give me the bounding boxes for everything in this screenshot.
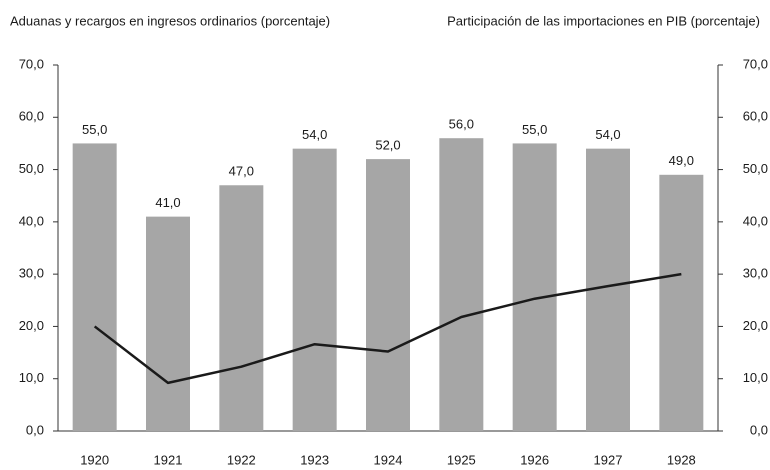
y-tick-label: 70,0 [19,56,44,71]
value-label: 56,0 [449,117,474,132]
value-label: 54,0 [302,127,327,142]
x-tick-label: 1920 [80,452,109,467]
value-label: 55,0 [522,122,547,137]
x-tick-label: 1923 [300,452,329,467]
y-tick-label: 50,0 [19,161,44,176]
line [93,272,682,385]
x-tick-label: 1925 [447,452,476,467]
bar [146,216,190,431]
bar [659,174,704,432]
bar [366,159,410,431]
value-label: 49,0 [669,153,694,168]
y-tick-label: 40,0 [19,213,44,228]
value-label: 52,0 [375,138,400,153]
y-tick-label: 0,0 [26,422,44,437]
bar [292,148,337,431]
value-label: 55,0 [82,122,107,137]
bar [219,185,264,431]
x-tick-label: 1928 [667,452,696,467]
y2-tick-label: 10,0 [743,370,768,385]
x-tick-label: 1926 [520,452,549,467]
bar [439,138,484,431]
value-label: 41,0 [155,195,180,210]
bar [512,143,557,431]
x-tick-label: 1921 [154,452,183,467]
y2-tick-label: 40,0 [743,213,768,228]
value-label: 54,0 [595,127,620,142]
x-tick-label: 1927 [594,452,623,467]
x-tick-label: 1922 [227,452,256,467]
y2-tick-label: 20,0 [743,318,768,333]
y-tick-label: 60,0 [19,109,44,124]
y2-tick-label: 50,0 [743,161,768,176]
x-tick-label: 1924 [374,452,403,467]
y-tick-label: 20,0 [19,318,44,333]
y2-tick-label: 30,0 [743,266,768,281]
y2-tick-label: 0,0 [750,422,768,437]
y2-tick-label: 60,0 [743,109,768,124]
y-axis-title: Aduanas y recargos en ingresos ordinario… [10,13,330,28]
y-tick-label: 30,0 [19,266,44,281]
y-tick-label: 10,0 [19,370,44,385]
value-label: 47,0 [229,164,254,179]
y2-tick-label: 70,0 [743,56,768,71]
bar [72,143,117,431]
y2-axis-title: Participación de las importaciones en PI… [447,13,760,28]
